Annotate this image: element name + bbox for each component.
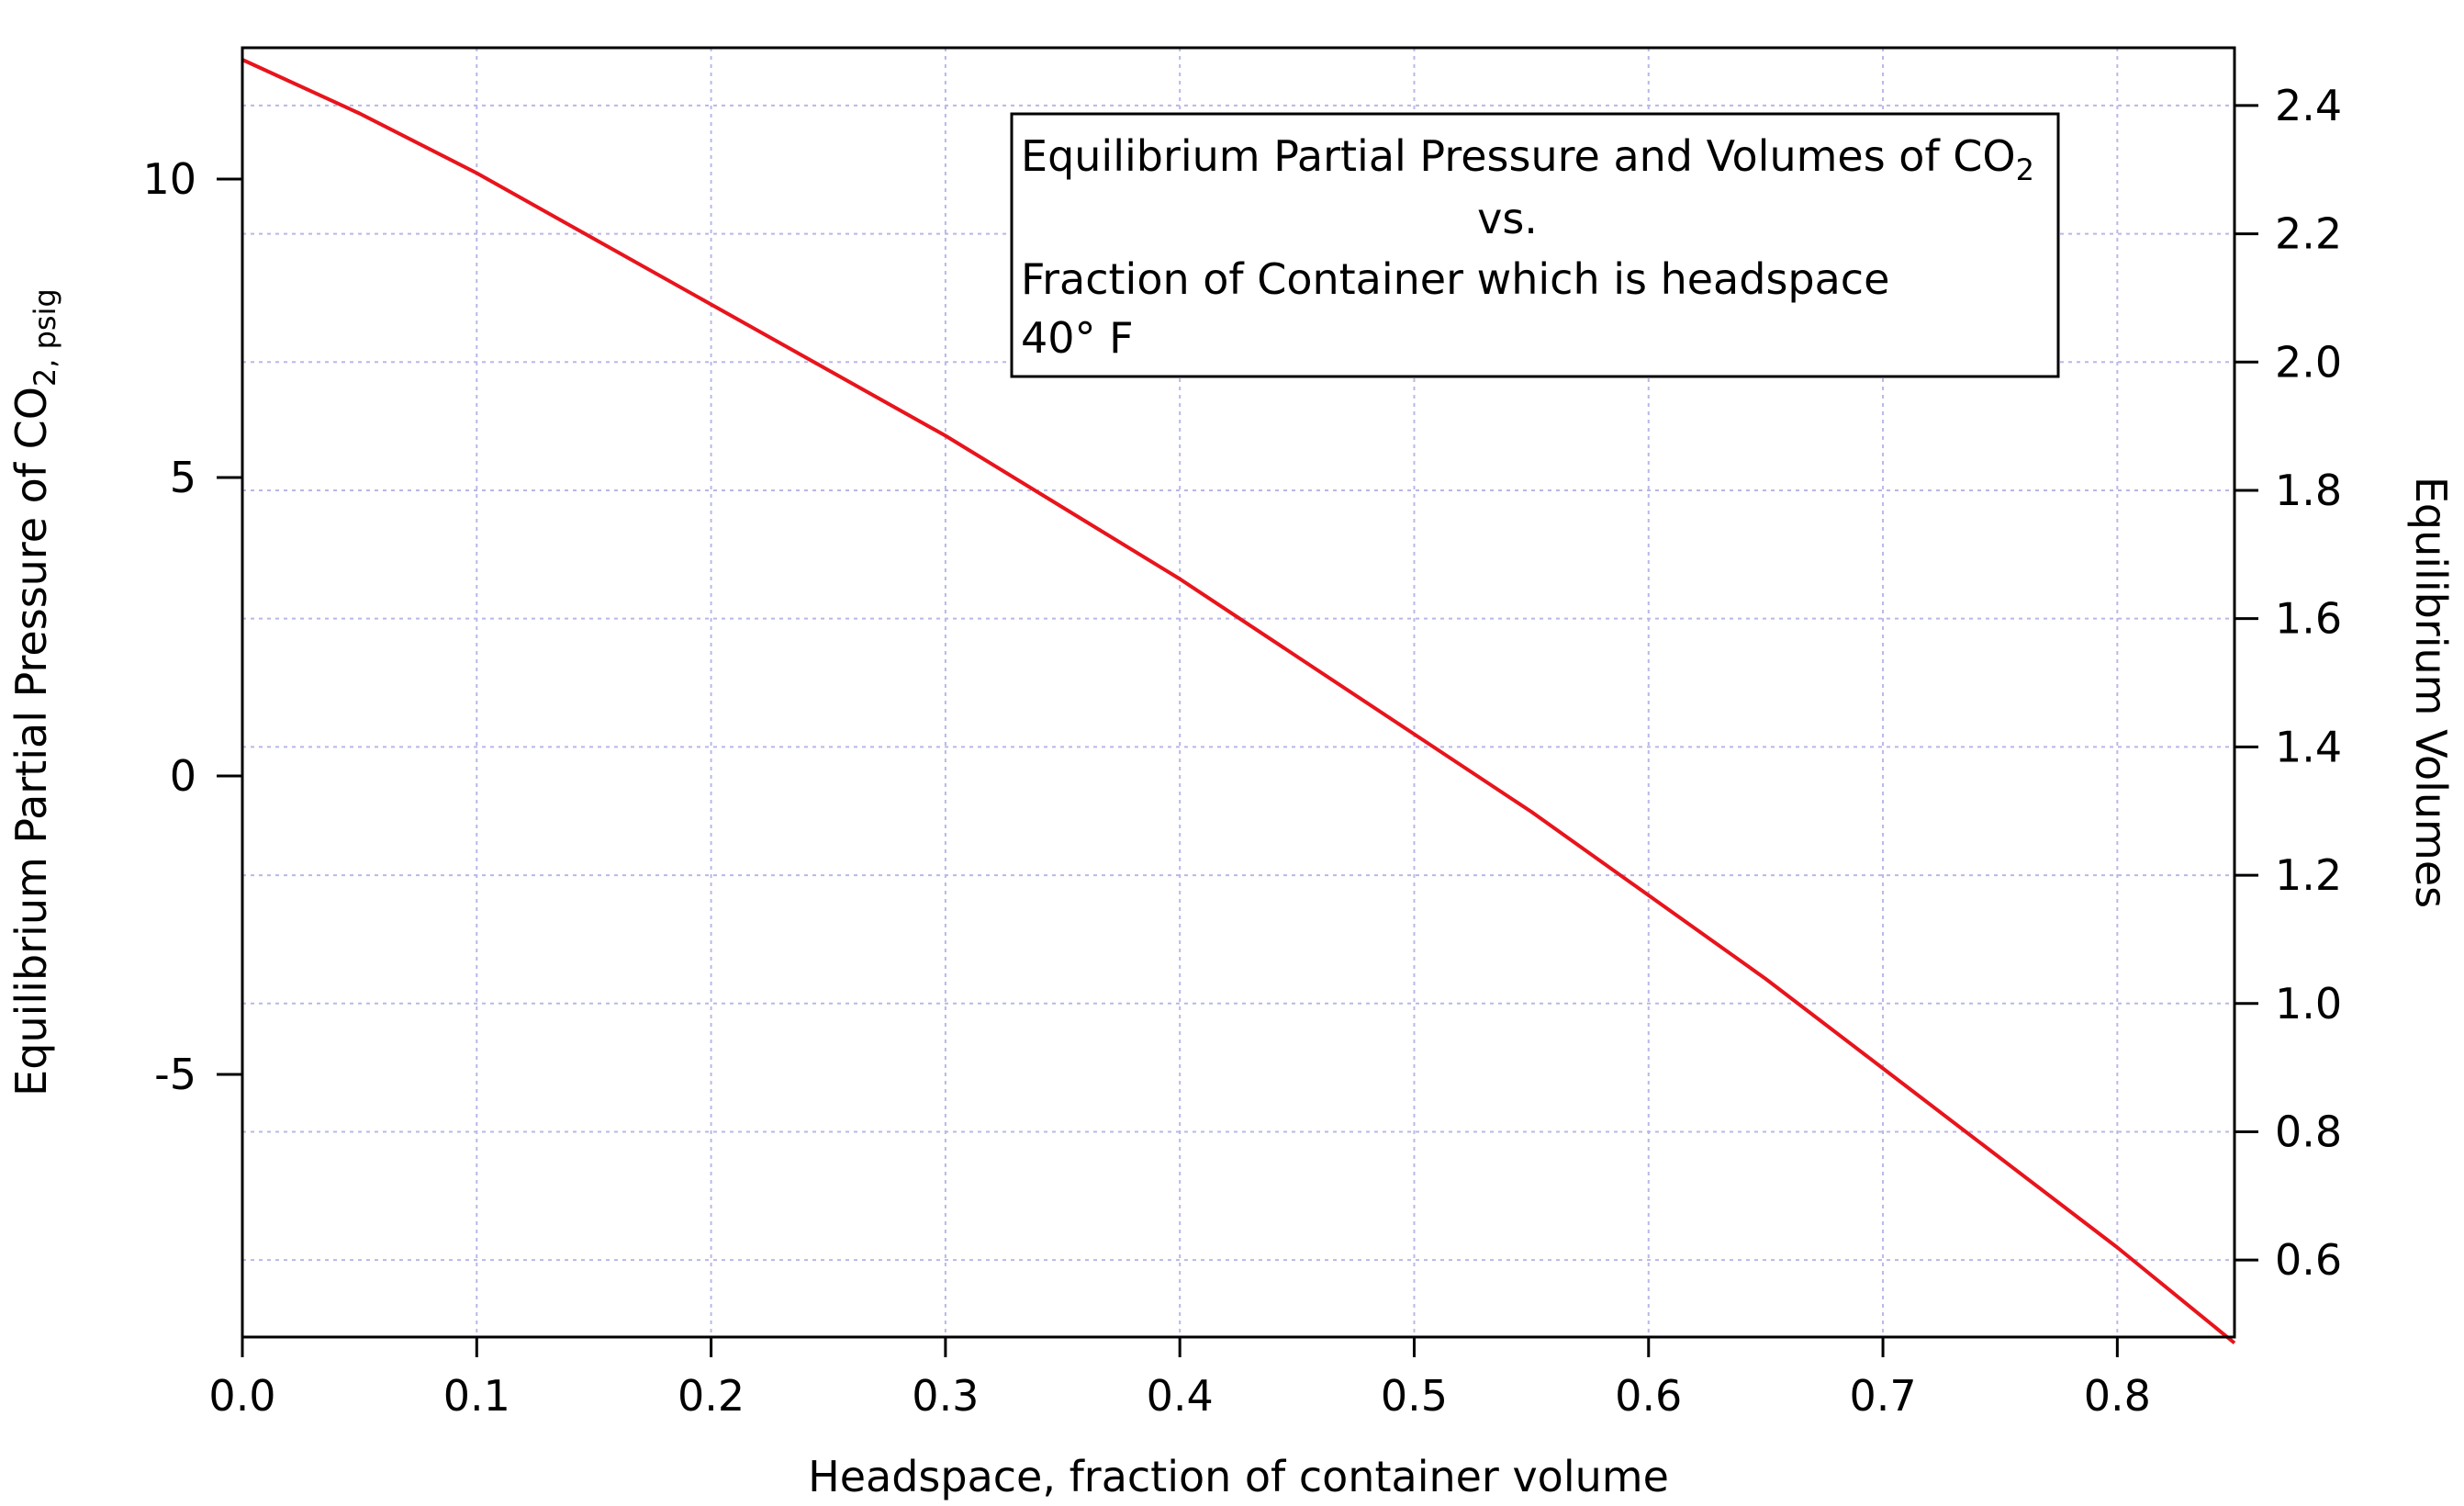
x-tick-label: 0.4: [1147, 1371, 1214, 1421]
y-left-tick-label: 5: [170, 453, 196, 502]
y-axis-left-title-main: Equilibrium Partial Pressure of CO: [6, 387, 56, 1096]
y-axis-left-title: Equilibrium Partial Pressure of CO2, psi…: [6, 288, 62, 1096]
y-axis-left-title-subscript: 2, psig: [28, 288, 62, 387]
title-box-border: [1010, 112, 2060, 378]
y-left-tick-label: -5: [154, 1050, 196, 1099]
x-tick-label: 0.1: [443, 1371, 510, 1421]
x-tick-label: 0.0: [208, 1371, 275, 1421]
x-axis-title: Headspace, fraction of container volume: [808, 1452, 1669, 1501]
y-axis-right: 2.4 2.2 2.0 1.8 1.6 1.4 1.2 1.0 0.8 0.6: [2234, 81, 2342, 1285]
y-right-tick-label: 2.4: [2275, 81, 2342, 130]
chart-title-line-3: Fraction of Container which is headspace: [1021, 254, 1889, 304]
chart-title-line-4: 40° F: [1021, 313, 1134, 363]
y-axis-left: 10 5 0 -5: [142, 154, 242, 1099]
chart-title-line-2: vs.: [1477, 194, 1538, 243]
chart-title-line-1-main: Equilibrium Partial Pressure and Volumes…: [1021, 131, 2016, 181]
y-right-tick-label: 0.8: [2275, 1107, 2342, 1156]
y-right-tick-label: 1.6: [2275, 594, 2342, 644]
chart-title-line-1: Equilibrium Partial Pressure and Volumes…: [1021, 131, 2034, 187]
series-line: [241, 58, 2236, 1345]
x-tick-label: 0.5: [1381, 1371, 1448, 1421]
y-right-tick-label: 1.2: [2275, 850, 2342, 900]
y-right-tick-label: 2.2: [2275, 209, 2342, 259]
y-left-tick-label: 0: [170, 751, 196, 801]
y-right-tick-label: 1.4: [2275, 722, 2342, 771]
x-axis: 0.0 0.1 0.2 0.3 0.4 0.5 0.6 0.7 0.8: [208, 1337, 2151, 1421]
y-right-tick-label: 0.6: [2275, 1235, 2342, 1285]
series-layer: [241, 58, 2236, 1345]
x-tick-label: 0.7: [1849, 1371, 1916, 1421]
y-axis-right-title: Equilibrium Volumes: [2406, 477, 2456, 908]
x-tick-label: 0.8: [2084, 1371, 2151, 1421]
x-tick-label: 0.6: [1615, 1371, 1682, 1421]
y-right-tick-label: 2.0: [2275, 337, 2342, 387]
y-left-tick-label: 10: [142, 154, 196, 204]
y-right-tick-label: 1.8: [2275, 466, 2342, 515]
chart-title-subscript: 2: [2016, 152, 2034, 187]
y-right-tick-label: 1.0: [2275, 979, 2342, 1028]
chart-title-box: Equilibrium Partial Pressure and Volumes…: [1010, 112, 2060, 378]
x-tick-label: 0.3: [912, 1371, 979, 1421]
x-tick-label: 0.2: [678, 1371, 745, 1421]
plot-area-frame: [241, 46, 2236, 1339]
